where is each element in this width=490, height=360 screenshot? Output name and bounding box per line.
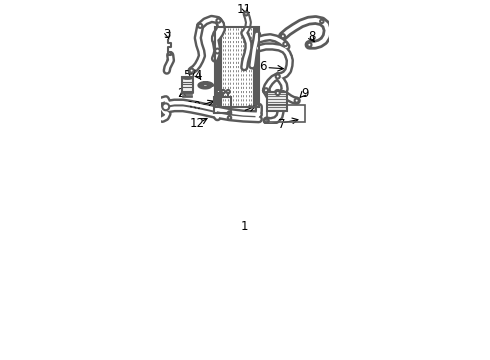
- Circle shape: [307, 43, 312, 47]
- Circle shape: [245, 12, 248, 15]
- Circle shape: [281, 91, 285, 95]
- Bar: [268, 93, 287, 111]
- Text: 12: 12: [189, 117, 204, 130]
- Circle shape: [198, 24, 202, 28]
- Text: 2: 2: [177, 87, 184, 100]
- Circle shape: [265, 118, 269, 123]
- Text: 10: 10: [186, 100, 201, 113]
- Text: 7: 7: [278, 117, 286, 131]
- Bar: [214, 97, 231, 113]
- Circle shape: [276, 91, 280, 95]
- Circle shape: [228, 111, 231, 115]
- Circle shape: [276, 100, 280, 105]
- Circle shape: [276, 75, 280, 78]
- Circle shape: [320, 20, 323, 23]
- Circle shape: [217, 90, 220, 93]
- Text: 6: 6: [260, 60, 267, 73]
- Circle shape: [226, 90, 230, 93]
- Text: 11: 11: [237, 4, 252, 17]
- Circle shape: [162, 103, 169, 110]
- Text: 4: 4: [194, 69, 201, 82]
- Text: 1: 1: [241, 220, 248, 233]
- Circle shape: [221, 90, 225, 93]
- Circle shape: [294, 99, 299, 103]
- Text: 5: 5: [183, 69, 190, 82]
- Circle shape: [215, 49, 220, 53]
- Circle shape: [228, 116, 231, 120]
- Bar: [215, 27, 259, 107]
- Circle shape: [217, 19, 221, 23]
- Text: 8: 8: [308, 30, 315, 43]
- Text: 9: 9: [301, 86, 308, 99]
- Circle shape: [264, 88, 268, 93]
- Text: 3: 3: [164, 28, 171, 41]
- Bar: [182, 77, 193, 92]
- Bar: [268, 105, 305, 122]
- Circle shape: [281, 34, 285, 38]
- Circle shape: [283, 42, 287, 46]
- Circle shape: [190, 68, 194, 73]
